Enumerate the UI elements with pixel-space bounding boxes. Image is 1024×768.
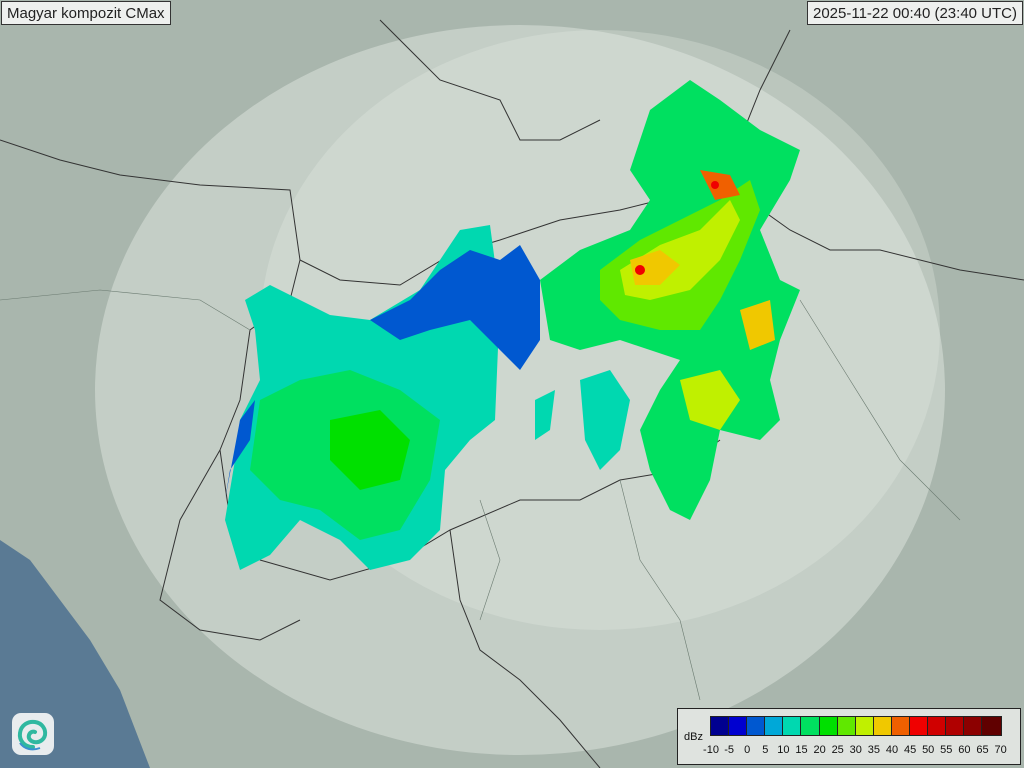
adriatic-sea	[0, 540, 150, 768]
legend-swatch	[910, 717, 929, 735]
legend-tick-label: 5	[762, 744, 769, 756]
legend-swatch	[873, 717, 892, 735]
legend-swatch	[837, 717, 856, 735]
legend-swatch	[711, 717, 730, 735]
legend-tick-label: 35	[867, 744, 881, 756]
legend-swatch	[819, 717, 838, 735]
legend-tick-label: 55	[940, 744, 953, 756]
legend-tick-label: 15	[795, 744, 808, 756]
legend-swatch	[747, 717, 766, 735]
legend-swatch	[765, 717, 784, 735]
legend-swatch	[729, 717, 748, 735]
legend-tick-label: -10	[703, 744, 719, 756]
legend-swatch	[928, 717, 947, 735]
echo-blue-band	[370, 245, 540, 370]
legend-tick-label: 20	[813, 744, 826, 756]
county-lines	[0, 289, 961, 701]
product-title: Magyar kompozit CMax	[1, 1, 171, 25]
legend-tick-label: 65	[976, 744, 989, 756]
timestamp-label: 2025-11-22 00:40 (23:40 UTC)	[806, 1, 1023, 25]
legend-tick-label: 10	[777, 744, 790, 756]
legend-tick-label: 60	[958, 744, 971, 756]
radar-echoes	[225, 80, 800, 570]
legend-tick-label: 25	[831, 744, 844, 756]
legend-swatch	[855, 717, 874, 735]
legend-swatch	[982, 717, 1001, 735]
dbz-legend: dBz -10 -5 0 5 10 15 20 25 30 35 40 45 50 55 60 65 70	[677, 708, 1021, 765]
swirl-logo-icon	[12, 713, 54, 755]
legend-tick-label: 45	[903, 744, 917, 756]
legend-unit: dBz	[684, 731, 703, 743]
legend-tick-label: 0	[744, 744, 751, 756]
legend-swatch	[783, 717, 802, 735]
legend-tick-label: 40	[885, 744, 899, 756]
legend-tick-label: 50	[922, 744, 935, 756]
legend-color-bar	[710, 716, 1002, 736]
legend-swatch	[891, 717, 911, 735]
legend-swatch	[964, 717, 983, 735]
legend-tick-label: 30	[849, 744, 862, 756]
legend-swatch	[946, 717, 965, 735]
legend-swatch	[801, 717, 820, 735]
legend-tick-label: 70	[994, 744, 1007, 756]
legend-tick-label: -5	[724, 744, 734, 756]
